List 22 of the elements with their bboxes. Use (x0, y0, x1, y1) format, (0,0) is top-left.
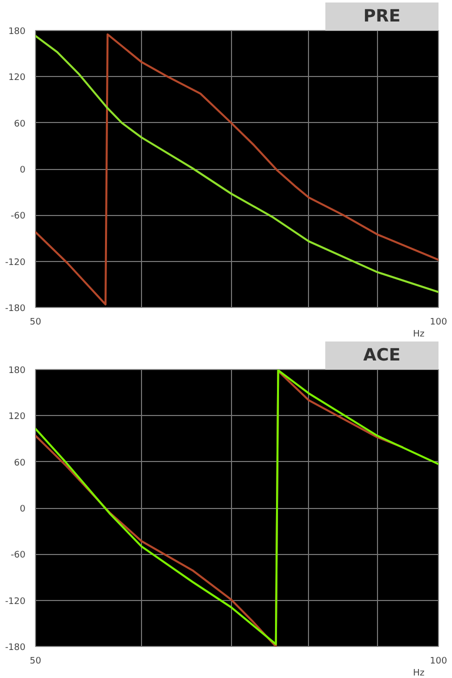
y-tick-label: -180 (5, 304, 26, 314)
chart-title: ACE (363, 346, 401, 366)
x-tick-label: 100 (430, 318, 448, 328)
x-axis-title: Hz (413, 668, 425, 678)
y-tick-label: 60 (14, 119, 26, 130)
y-tick-label: 0 (20, 504, 26, 514)
y-tick-label: 180 (8, 366, 26, 376)
x-tick-label: 100 (430, 656, 448, 666)
y-tick-label: -60 (10, 212, 26, 222)
y-tick-label: -60 (10, 550, 26, 561)
y-tick-label: -120 (5, 258, 26, 268)
x-tick-label: 50 (30, 656, 42, 666)
y-tick-label: 180 (8, 27, 26, 37)
chart-title: PRE (363, 6, 401, 26)
y-tick-label: 60 (14, 458, 26, 468)
x-tick-label: 50 (30, 318, 42, 328)
y-tick-label: -180 (5, 643, 26, 653)
x-axis-title: Hz (413, 330, 425, 340)
y-tick-label: 120 (8, 73, 26, 84)
y-tick-label: 120 (8, 412, 26, 422)
y-tick-label: -120 (5, 596, 26, 607)
y-tick-label: 0 (20, 166, 26, 176)
